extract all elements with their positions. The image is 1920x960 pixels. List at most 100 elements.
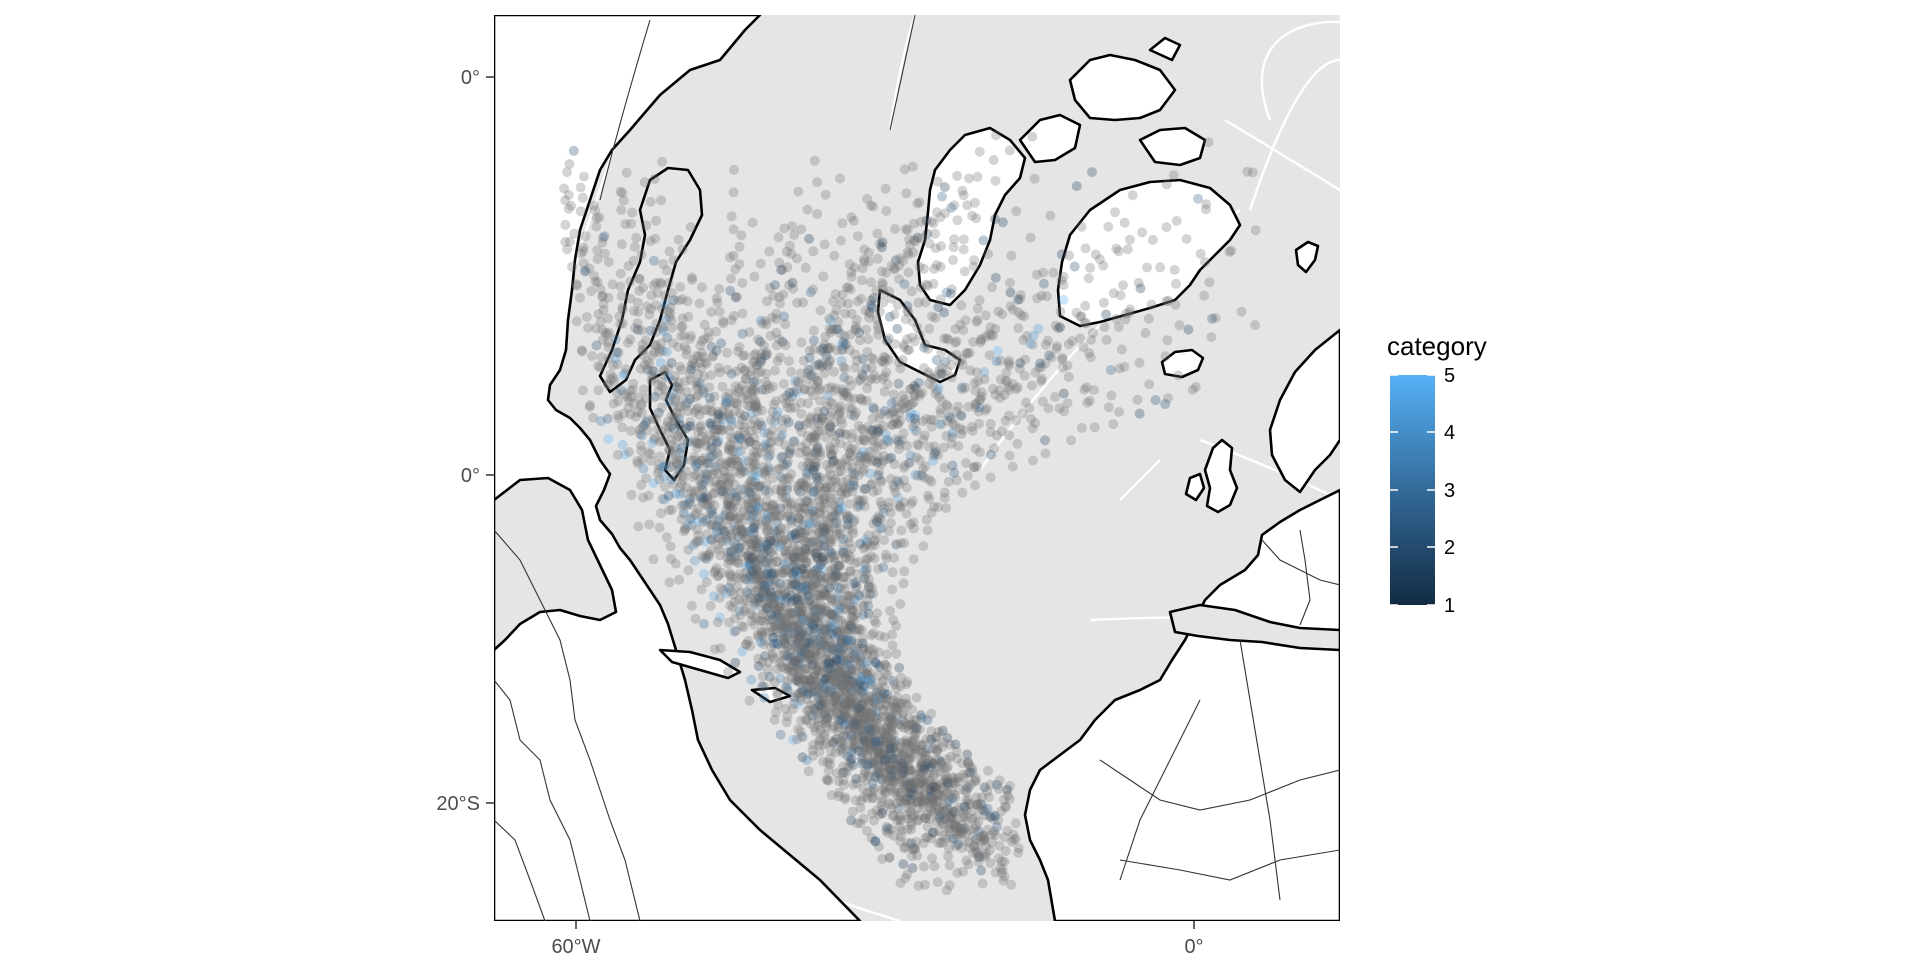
- track-point: [821, 738, 832, 749]
- track-point: [838, 761, 849, 772]
- track-point: [959, 823, 970, 834]
- track-point: [836, 583, 847, 594]
- track-point: [808, 506, 819, 517]
- track-point: [820, 432, 831, 443]
- track-point: [722, 547, 733, 557]
- track-point: [818, 527, 829, 538]
- track-point: [705, 458, 715, 469]
- track-point: [857, 354, 868, 365]
- track-point: [818, 271, 829, 282]
- track-point: [690, 537, 701, 548]
- track-point: [894, 787, 904, 798]
- track-point: [808, 686, 819, 697]
- track-point: [837, 633, 848, 644]
- track-point: [673, 377, 684, 388]
- track-point: [895, 755, 906, 766]
- track-point: [844, 555, 855, 566]
- track-point: [886, 701, 897, 712]
- track-point: [663, 306, 674, 317]
- track-point: [761, 501, 771, 512]
- track-point: [869, 738, 880, 749]
- track-point: [850, 795, 861, 806]
- track-point: [1132, 394, 1143, 405]
- track-point: [826, 745, 837, 756]
- track-point: [1078, 342, 1089, 353]
- track-point: [762, 557, 773, 568]
- track-point: [794, 668, 805, 679]
- track-point: [928, 278, 939, 289]
- track-point: [844, 393, 855, 404]
- track-point: [797, 613, 808, 624]
- track-point: [941, 399, 952, 410]
- track-point: [866, 733, 877, 744]
- track-point: [813, 623, 824, 634]
- track-point: [936, 759, 947, 770]
- track-point: [976, 836, 987, 846]
- track-point: [854, 435, 864, 446]
- track-point: [865, 429, 876, 440]
- track-point: [850, 696, 861, 707]
- track-point: [800, 558, 810, 569]
- track-point: [714, 306, 725, 317]
- track-point: [814, 610, 825, 621]
- track-point: [677, 470, 688, 481]
- track-point: [979, 367, 990, 377]
- track-point: [825, 342, 836, 353]
- track-point: [755, 417, 765, 428]
- track-point: [963, 401, 974, 412]
- track-point: [1187, 384, 1198, 395]
- track-point: [659, 370, 670, 381]
- track-point: [820, 673, 831, 684]
- track-point: [811, 448, 822, 459]
- track-point: [800, 569, 811, 579]
- track-point: [916, 795, 927, 806]
- track-point: [829, 640, 839, 651]
- track-point: [708, 519, 719, 530]
- track-point: [751, 567, 762, 578]
- track-point: [871, 374, 882, 384]
- track-point: [826, 667, 837, 678]
- track-point: [830, 677, 841, 688]
- track-point: [990, 867, 1001, 878]
- track-point: [890, 417, 900, 428]
- track-point: [799, 384, 810, 395]
- track-point: [745, 462, 756, 473]
- track-point: [744, 482, 755, 493]
- track-point: [846, 699, 857, 710]
- track-point: [920, 813, 931, 824]
- track-point: [819, 339, 830, 350]
- track-point: [706, 535, 717, 546]
- track-point: [633, 392, 644, 403]
- track-point: [827, 644, 838, 655]
- track-point: [753, 568, 764, 579]
- track-point: [842, 625, 853, 636]
- track-point: [1025, 232, 1036, 243]
- track-point: [792, 660, 803, 671]
- track-point: [782, 262, 793, 273]
- track-point: [913, 790, 924, 801]
- track-point: [765, 621, 776, 632]
- track-point: [984, 792, 994, 803]
- track-point: [891, 396, 902, 407]
- track-point: [840, 710, 851, 721]
- track-point: [846, 308, 857, 319]
- track-point: [651, 326, 662, 337]
- track-point: [782, 681, 792, 692]
- track-point: [916, 216, 927, 227]
- track-point: [815, 632, 826, 643]
- track-point: [768, 507, 779, 518]
- track-point: [846, 676, 857, 687]
- track-point: [840, 598, 851, 608]
- track-point: [780, 587, 791, 597]
- track-point: [619, 368, 630, 379]
- track-point: [953, 829, 964, 840]
- track-point: [826, 382, 837, 392]
- track-point: [659, 494, 670, 505]
- track-point: [920, 430, 930, 441]
- track-point: [753, 631, 764, 642]
- track-point: [797, 731, 808, 742]
- track-point: [613, 347, 624, 358]
- track-point: [705, 418, 715, 429]
- track-point: [688, 354, 699, 365]
- track-point: [888, 615, 899, 625]
